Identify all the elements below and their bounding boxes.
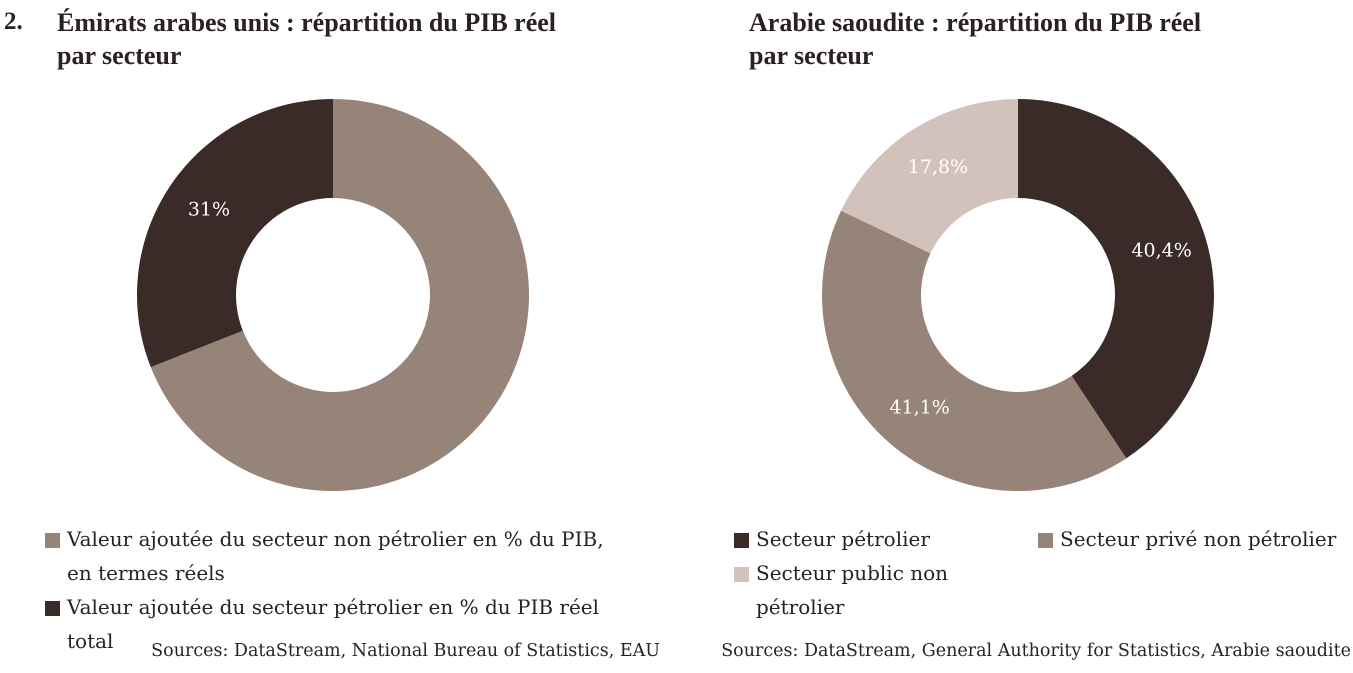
chart-title-line-2: par secteur [57, 41, 182, 70]
legend-saudi: Secteur pétrolier Secteur privé non pétr… [734, 522, 1344, 624]
donut-slice-secteur-petrolier [1018, 99, 1214, 459]
donut-slice-valeur-ajoutee-du-secteur-petrolier-en-d [137, 99, 333, 368]
legend-label-public-non-oil: Secteur public non pétrolier [756, 561, 949, 619]
donut-slice-secteur-public-non-petrolier [841, 98, 1018, 254]
legend-item-public-non-oil: Secteur public non pétrolier [734, 556, 1038, 624]
data-label-valeur-ajoutee-du-secteur-non-petrolier-: 69% [488, 477, 530, 499]
legend-swatch-oil [45, 601, 60, 616]
data-label-secteur-public-non-petrolier: 17,8% [908, 156, 968, 178]
chart-title-line-2: par secteur [749, 41, 874, 70]
donut-chart-saudi: 40,4% 41,1% 17,8% [822, 98, 1214, 491]
data-label-secteur-petrolier: 40,4% [1131, 240, 1191, 262]
chart-title-saudi: Arabie saoudite : répartition du PIB rée… [749, 6, 1349, 72]
legend-uae: Valeur ajoutée du secteur non pétrolier … [45, 522, 665, 658]
data-label-secteur-prive-non-petrolier: 41,1% [889, 396, 949, 418]
legend-swatch-oil-sector [734, 533, 749, 548]
figure-number: 2. [4, 8, 23, 35]
chart-panel-saudi: Arabie saoudite : répartition du PIB rée… [676, 0, 1353, 673]
legend-item-oil-sector: Secteur pétrolier [734, 522, 1038, 556]
donut-slice-secteur-prive-non-petrolier [822, 210, 1127, 491]
legend-swatch-public-non-oil [734, 567, 749, 582]
source-note-uae: Sources: DataStream, National Bureau of … [151, 641, 660, 661]
legend-label-oil-sector: Secteur pétrolier [756, 527, 930, 551]
legend-label-private-non-oil: Secteur privé non pétrolier [1060, 527, 1337, 551]
legend-label-line: en termes réels [67, 561, 225, 585]
chart-title-uae: Émirats arabes unis : répartition du PIB… [57, 6, 657, 72]
legend-label-oil: Valeur ajoutée du secteur pétrolier en %… [67, 595, 600, 653]
legend-item-oil: Valeur ajoutée du secteur pétrolier en %… [45, 590, 665, 658]
donut-slice-valeur-ajoutee-du-secteur-non-petrolier- [150, 99, 530, 491]
legend-swatch-non-oil [45, 533, 60, 548]
chart-title-line-1: Arabie saoudite : répartition du PIB rée… [749, 8, 1202, 37]
legend-item-private-non-oil: Secteur privé non pétrolier [1038, 522, 1338, 556]
legend-item-non-oil: Valeur ajoutée du secteur non pétrolier … [45, 522, 665, 590]
data-label-valeur-ajoutee-du-secteur-petrolier-en-d: 31% [188, 199, 230, 221]
chart-panel-uae: 2. Émirats arabes unis : répartition du … [0, 0, 676, 673]
legend-swatch-private-non-oil [1038, 533, 1053, 548]
legend-label-non-oil: Valeur ajoutée du secteur non pétrolier … [67, 522, 627, 590]
source-note-saudi: Sources: DataStream, General Authority f… [721, 641, 1351, 661]
chart-title-line-1: Émirats arabes unis : répartition du PIB… [57, 8, 557, 37]
legend-label-line: Valeur ajoutée du secteur non pétrolier … [67, 527, 604, 551]
donut-chart-uae: 69% 31% [137, 99, 530, 499]
